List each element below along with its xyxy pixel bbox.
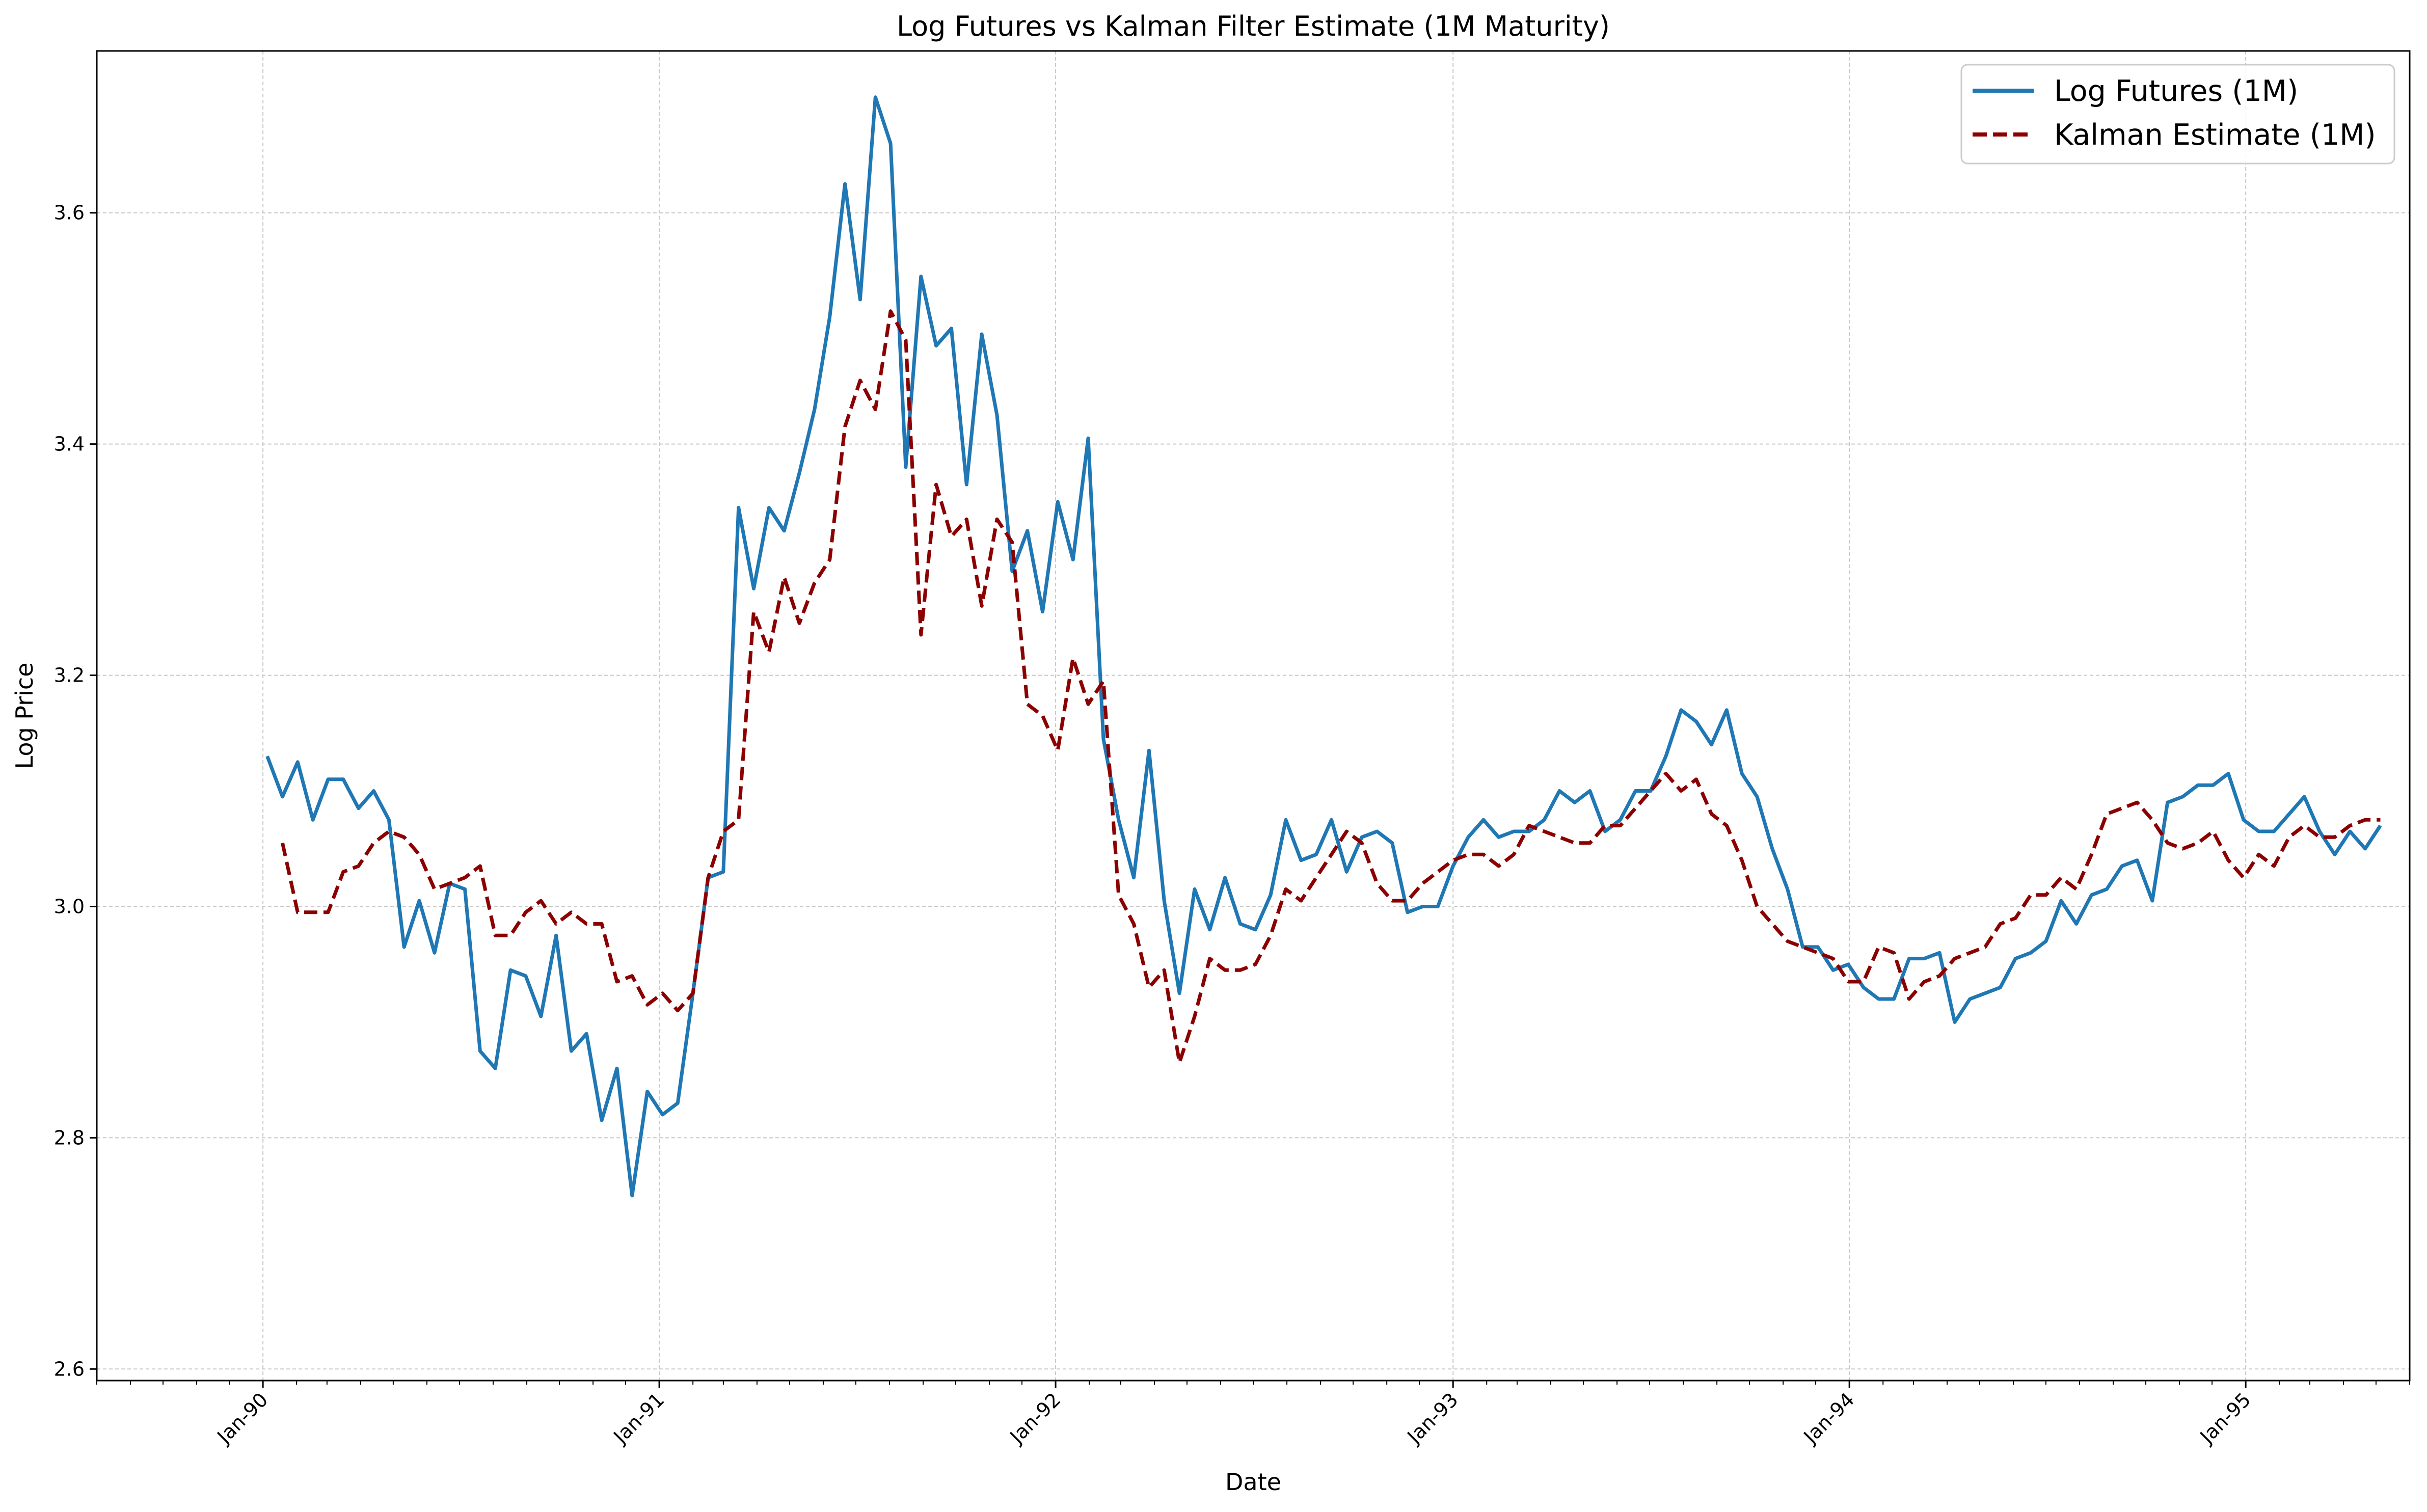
legend-label-log-futures: Log Futures (1M) xyxy=(2054,74,2298,108)
y-axis-label: Log Price xyxy=(11,663,38,769)
y-tick-label: 3.2 xyxy=(54,664,85,687)
series-line-log-futures-1m xyxy=(265,95,2382,1198)
y-tick-label: 3.0 xyxy=(54,895,85,917)
legend: Log Futures (1M) Kalman Estimate (1M) xyxy=(1960,64,2395,165)
y-tick-label: 2.8 xyxy=(54,1126,85,1149)
legend-label-kalman-estimate: Kalman Estimate (1M) xyxy=(2054,118,2376,152)
series-layer xyxy=(265,95,2382,1198)
x-axis-label: Date xyxy=(1225,1468,1281,1496)
chart-title: Log Futures vs Kalman Filter Estimate (1… xyxy=(897,10,1610,42)
legend-box xyxy=(1960,64,2395,165)
y-tick-label: 2.6 xyxy=(54,1358,85,1380)
y-tick-label: 3.6 xyxy=(54,202,85,224)
series-line-kalman-estimate-1m xyxy=(281,309,2381,1065)
y-tick-label: 3.4 xyxy=(54,433,85,455)
grid-layer xyxy=(97,51,2410,1381)
